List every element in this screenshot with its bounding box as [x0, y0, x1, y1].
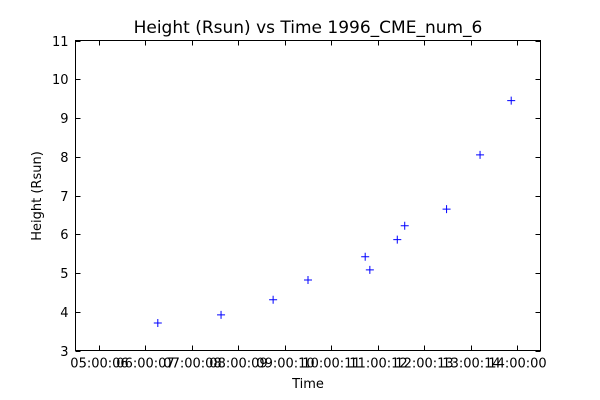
data-point-0 [153, 318, 162, 327]
x-tick-label-4: 09:00:10 [256, 357, 314, 372]
data-point-10 [507, 96, 516, 105]
plot-frame [75, 40, 541, 351]
data-point-8 [442, 205, 451, 214]
data-point-6 [393, 235, 402, 244]
x-tick-label-9: 14:00:00 [488, 357, 546, 372]
x-tick-label-0: 05:00:06 [70, 357, 128, 372]
data-point-7 [400, 221, 409, 230]
x-tick-label-1: 06:00:07 [116, 357, 174, 372]
x-tick-label-8: 13:00:14 [442, 357, 500, 372]
data-points [153, 96, 516, 327]
x-tick-label-2: 07:00:08 [163, 357, 221, 372]
data-point-3 [304, 275, 312, 284]
y-tick-label-7: 10 [52, 73, 69, 88]
x-tick-label-7: 12:00:13 [395, 357, 453, 372]
chart-title: Height (Rsun) vs Time 1996_CME_num_6 [134, 18, 483, 38]
data-point-5 [365, 265, 374, 274]
x-tick-label-5: 10:00:11 [302, 357, 360, 372]
y-tick-label-3: 6 [60, 228, 68, 243]
y-tick-label-8: 11 [52, 35, 69, 50]
y-tick-label-0: 3 [60, 345, 68, 360]
data-point-2 [269, 295, 278, 304]
x-tick-label-3: 08:00:09 [209, 357, 267, 372]
data-point-1 [217, 310, 226, 319]
data-point-4 [361, 252, 370, 261]
data-point-9 [476, 150, 485, 159]
x-tick-label-6: 11:00:12 [349, 357, 407, 372]
y-tick-label-1: 4 [60, 306, 68, 321]
y-tick-label-2: 5 [60, 267, 68, 282]
y-tick-label-6: 9 [60, 112, 68, 127]
y-tick-label-5: 8 [60, 151, 68, 166]
y-tick-label-4: 7 [60, 190, 68, 205]
y-axis-label: Height (Rsun) [30, 151, 45, 241]
axis-ticks: 05:00:0606:00:0707:00:0808:00:0909:00:10… [52, 35, 547, 372]
x-axis-label: Time [291, 377, 324, 392]
